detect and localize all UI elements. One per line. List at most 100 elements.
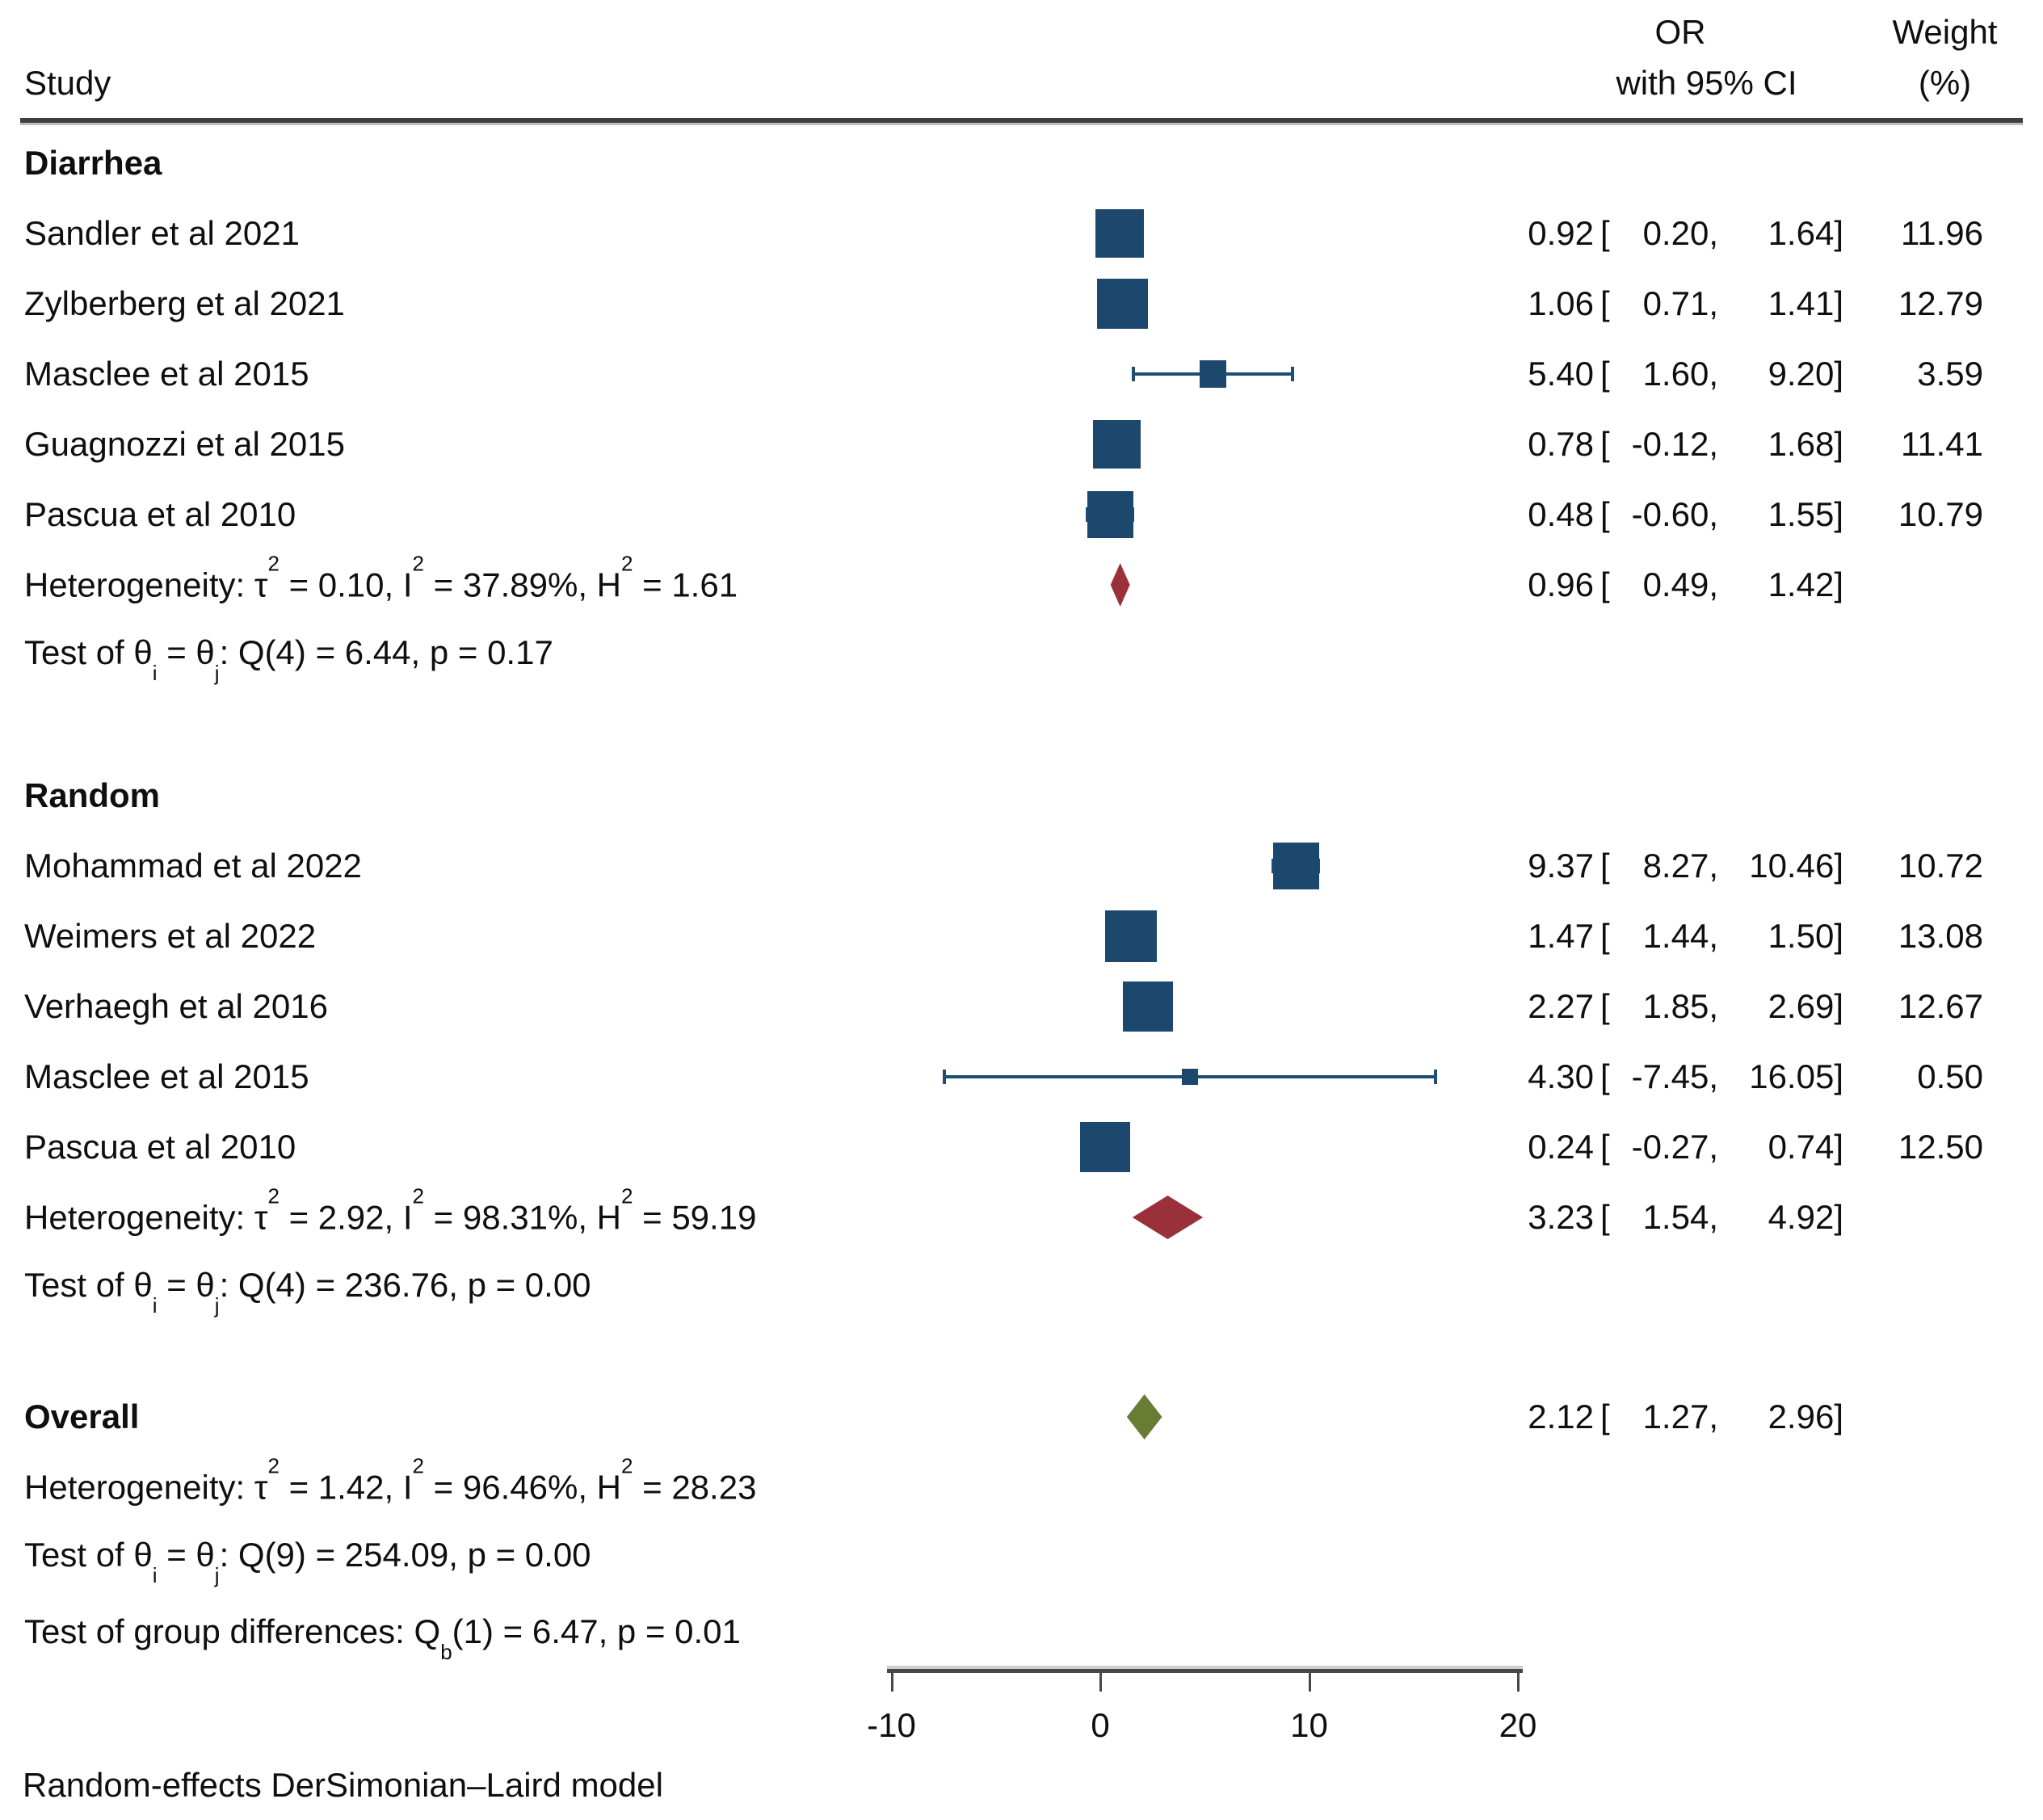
weight-column-header-line2: (%) xyxy=(1918,64,1972,102)
effect-estimate: 9.37 xyxy=(1528,847,1594,885)
weight-value: 11.41 xyxy=(1901,425,1983,463)
effect-estimate: 5.40 xyxy=(1528,355,1594,393)
group-difference-text: Test of group differences: Qb(1) = 6.47,… xyxy=(24,1612,741,1665)
heterogeneity-text: Heterogeneity: τ2 = 0.10, I2 = 37.89%, H… xyxy=(24,551,738,604)
study-label: Zylberberg et al 2021 xyxy=(24,284,345,322)
study-label: Weimers et al 2022 xyxy=(24,917,317,955)
ci-lower: 1.85, xyxy=(1642,987,1718,1025)
x-axis-tick-label: 0 xyxy=(1091,1706,1110,1744)
ci-upper: 4.92] xyxy=(1768,1198,1843,1236)
ci-open-bracket: [ xyxy=(1600,1057,1610,1095)
ci-upper: 0.74] xyxy=(1768,1128,1843,1166)
ci-open-bracket: [ xyxy=(1600,987,1610,1025)
header-rule xyxy=(20,118,2023,123)
ci-lower: -7.45, xyxy=(1631,1057,1718,1095)
group-label: Diarrhea xyxy=(24,144,162,182)
ci-cap-left xyxy=(1132,367,1136,381)
overall-label: Overall xyxy=(24,1398,140,1435)
effect-estimate: 0.48 xyxy=(1528,495,1594,533)
or-column-header-line2: with 95% CI xyxy=(1616,64,1797,102)
effect-square xyxy=(1095,208,1145,258)
ci-lower: 8.27, xyxy=(1642,847,1718,885)
x-axis-tick xyxy=(1517,1669,1520,1692)
weight-value: 10.79 xyxy=(1898,495,1983,533)
weight-value: 12.67 xyxy=(1898,987,1983,1025)
effect-square xyxy=(1272,843,1319,889)
ci-cap-right xyxy=(1433,1070,1437,1084)
effect-estimate: 0.96 xyxy=(1528,565,1594,603)
study-label: Pascua et al 2010 xyxy=(24,495,296,533)
weight-value: 11.96 xyxy=(1901,214,1983,252)
ci-lower: 0.20, xyxy=(1642,214,1718,252)
effect-square xyxy=(1182,1069,1199,1085)
ci-open-bracket: [ xyxy=(1600,425,1610,463)
study-label: Verhaegh et al 2016 xyxy=(24,987,328,1025)
effect-estimate: 1.47 xyxy=(1528,917,1594,955)
weight-value: 10.72 xyxy=(1898,847,1983,885)
group-test-text: Test of θi = θj: Q(4) = 6.44, p = 0.17 xyxy=(24,633,553,686)
ci-upper: 2.69] xyxy=(1768,987,1843,1025)
ci-open-bracket: [ xyxy=(1600,565,1610,603)
ci-open-bracket: [ xyxy=(1600,355,1610,393)
effect-estimate: 0.24 xyxy=(1528,1128,1594,1166)
ci-lower: -0.27, xyxy=(1631,1128,1718,1166)
ci-open-bracket: [ xyxy=(1600,1198,1610,1236)
study-label: Pascua et al 2010 xyxy=(24,1128,296,1166)
x-axis-line xyxy=(886,1669,1523,1673)
ci-lower: 1.44, xyxy=(1642,917,1718,955)
ci-upper: 10.46] xyxy=(1749,847,1843,885)
effect-estimate: 0.92 xyxy=(1528,214,1594,252)
ci-upper: 16.05] xyxy=(1749,1057,1843,1095)
ci-upper: 1.64] xyxy=(1768,214,1843,252)
effect-estimate: 1.06 xyxy=(1528,284,1594,322)
ci-lower: -0.60, xyxy=(1631,495,1718,533)
study-column-header: Study xyxy=(24,64,111,102)
effect-estimate: 2.27 xyxy=(1528,987,1594,1025)
effect-estimate: 0.78 xyxy=(1528,425,1594,463)
ci-upper: 1.50] xyxy=(1768,917,1843,955)
ci-lower: 1.27, xyxy=(1642,1398,1718,1435)
ci-open-bracket: [ xyxy=(1600,847,1610,885)
ci-lower: 0.49, xyxy=(1642,565,1718,603)
x-axis-tick xyxy=(1308,1669,1311,1692)
x-axis-tick-label: 10 xyxy=(1290,1706,1328,1744)
effect-square xyxy=(1122,981,1173,1032)
weight-column-header-line1: Weight xyxy=(1892,13,1998,51)
weight-value: 3.59 xyxy=(1917,355,1983,393)
ci-open-bracket: [ xyxy=(1600,214,1610,252)
weight-value: 12.79 xyxy=(1898,284,1983,322)
x-axis-tick-label: 20 xyxy=(1499,1706,1537,1744)
x-axis-tick-label: -10 xyxy=(867,1706,916,1744)
ci-lower: 0.71, xyxy=(1642,284,1718,322)
ci-open-bracket: [ xyxy=(1600,1128,1610,1166)
effect-square xyxy=(1200,360,1227,388)
effect-square xyxy=(1080,1122,1131,1172)
overall-test-text: Test of θi = θj: Q(9) = 254.09, p = 0.00 xyxy=(24,1535,591,1588)
ci-upper: 1.68] xyxy=(1768,425,1843,463)
ci-upper: 1.55] xyxy=(1768,495,1843,533)
ci-lower: 1.60, xyxy=(1642,355,1718,393)
study-label: Guagnozzi et al 2015 xyxy=(24,425,345,463)
effect-square xyxy=(1087,491,1134,538)
weight-value: 0.50 xyxy=(1917,1057,1983,1095)
study-label: Masclee et al 2015 xyxy=(24,355,309,393)
ci-open-bracket: [ xyxy=(1600,1398,1610,1435)
study-label: Masclee et al 2015 xyxy=(24,1057,309,1095)
group-test-text: Test of θi = θj: Q(4) = 236.76, p = 0.00 xyxy=(24,1265,591,1318)
x-axis-tick xyxy=(1099,1669,1102,1692)
ci-open-bracket: [ xyxy=(1600,495,1610,533)
group-label: Random xyxy=(24,776,160,814)
ci-upper: 1.42] xyxy=(1768,565,1843,603)
x-axis-tick xyxy=(890,1669,893,1692)
heterogeneity-text: Heterogeneity: τ2 = 2.92, I2 = 98.31%, H… xyxy=(24,1183,757,1237)
ci-cap-right xyxy=(1290,367,1294,381)
ci-upper: 1.41] xyxy=(1768,284,1843,322)
effect-estimate: 3.23 xyxy=(1528,1198,1594,1236)
ci-lower: 1.54, xyxy=(1642,1198,1718,1236)
ci-upper: 9.20] xyxy=(1768,355,1843,393)
effect-square xyxy=(1105,910,1157,962)
study-label: Sandler et al 2021 xyxy=(24,214,300,252)
